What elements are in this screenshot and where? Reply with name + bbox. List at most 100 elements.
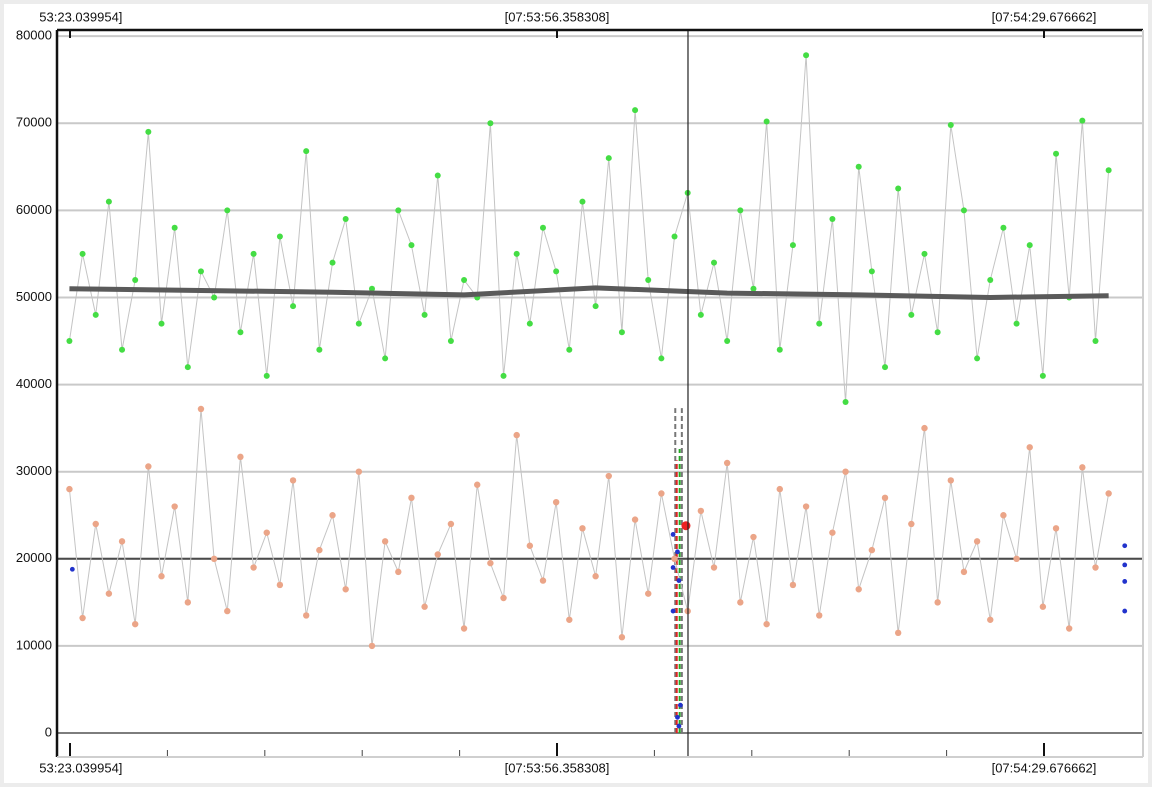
- point: [131, 620, 139, 628]
- point: [1026, 444, 1033, 451]
- x-tick-label: [07:53:56.358308]: [505, 760, 610, 775]
- point: [395, 568, 402, 576]
- point: [934, 329, 941, 336]
- point: [670, 532, 676, 537]
- point: [250, 564, 257, 571]
- point: [829, 216, 836, 223]
- point: [460, 625, 468, 632]
- y-tick-label: 70000: [16, 115, 52, 130]
- point: [447, 520, 455, 528]
- point: [763, 118, 770, 125]
- point: [855, 586, 862, 593]
- point: [658, 490, 665, 497]
- point: [474, 481, 481, 488]
- point: [1039, 603, 1047, 610]
- point: [526, 542, 534, 549]
- axes: 0 10000 20000 30000 40000 50000 60000 70000 8000…: [16, 28, 1144, 758]
- point: [829, 529, 836, 536]
- point: [592, 573, 599, 580]
- point: [855, 163, 862, 170]
- point: [675, 549, 680, 555]
- point: [592, 303, 599, 310]
- point: [1105, 490, 1112, 497]
- point: [934, 599, 941, 606]
- point: [79, 614, 86, 622]
- point: [539, 577, 547, 584]
- point: [382, 355, 389, 362]
- series-line: [68, 54, 1110, 403]
- y-tick-label: 60000: [16, 202, 52, 217]
- point: [329, 512, 336, 519]
- point: [763, 620, 770, 628]
- grid: [57, 35, 1143, 735]
- point: [605, 472, 612, 480]
- point: [303, 148, 310, 155]
- point: [631, 516, 639, 523]
- point: [69, 566, 75, 572]
- point: [184, 599, 192, 606]
- point: [842, 398, 849, 405]
- point: [158, 573, 165, 580]
- point: [1000, 512, 1007, 519]
- point: [947, 477, 954, 484]
- point: [908, 520, 915, 528]
- point: [566, 346, 573, 353]
- point: [921, 424, 928, 432]
- point: [145, 128, 152, 135]
- point: [171, 503, 178, 510]
- point: [408, 242, 415, 249]
- y-tick-label: 50000: [16, 289, 52, 304]
- point: [1092, 338, 1099, 345]
- point: [158, 320, 165, 327]
- point: [118, 538, 126, 545]
- point: [263, 529, 270, 536]
- point: [868, 546, 876, 554]
- point: [605, 155, 612, 162]
- point: [868, 268, 875, 275]
- point: [447, 338, 454, 345]
- point: [210, 555, 218, 563]
- point: [618, 634, 626, 641]
- point: [658, 355, 665, 362]
- point: [681, 521, 691, 531]
- point: [974, 355, 981, 362]
- point: [675, 714, 680, 720]
- point: [842, 468, 849, 475]
- point: [1052, 525, 1060, 532]
- point: [894, 629, 902, 637]
- point: [1000, 224, 1007, 231]
- point: [579, 525, 586, 532]
- point: [145, 463, 152, 470]
- point: [513, 431, 520, 439]
- point: [802, 503, 810, 510]
- point: [421, 311, 428, 318]
- y-tick-label: 0: [45, 724, 52, 739]
- point: [697, 311, 704, 318]
- point: [803, 52, 810, 59]
- point: [303, 612, 310, 619]
- panel: [4, 4, 1148, 783]
- point: [171, 224, 178, 231]
- point: [237, 453, 244, 461]
- point: [1092, 564, 1099, 571]
- point: [579, 198, 586, 205]
- point: [368, 642, 376, 650]
- point: [92, 520, 99, 528]
- point: [908, 311, 915, 318]
- point: [342, 216, 349, 223]
- point: [671, 555, 678, 563]
- point: [539, 224, 546, 231]
- point: [1122, 543, 1128, 549]
- point: [737, 207, 744, 214]
- point: [92, 311, 99, 318]
- series-line: [68, 408, 1110, 647]
- point: [1065, 625, 1073, 632]
- point: [670, 608, 676, 614]
- point: [289, 477, 297, 484]
- point: [105, 590, 113, 597]
- point: [526, 320, 533, 327]
- point: [566, 616, 573, 623]
- point: [316, 546, 323, 554]
- point: [66, 338, 73, 345]
